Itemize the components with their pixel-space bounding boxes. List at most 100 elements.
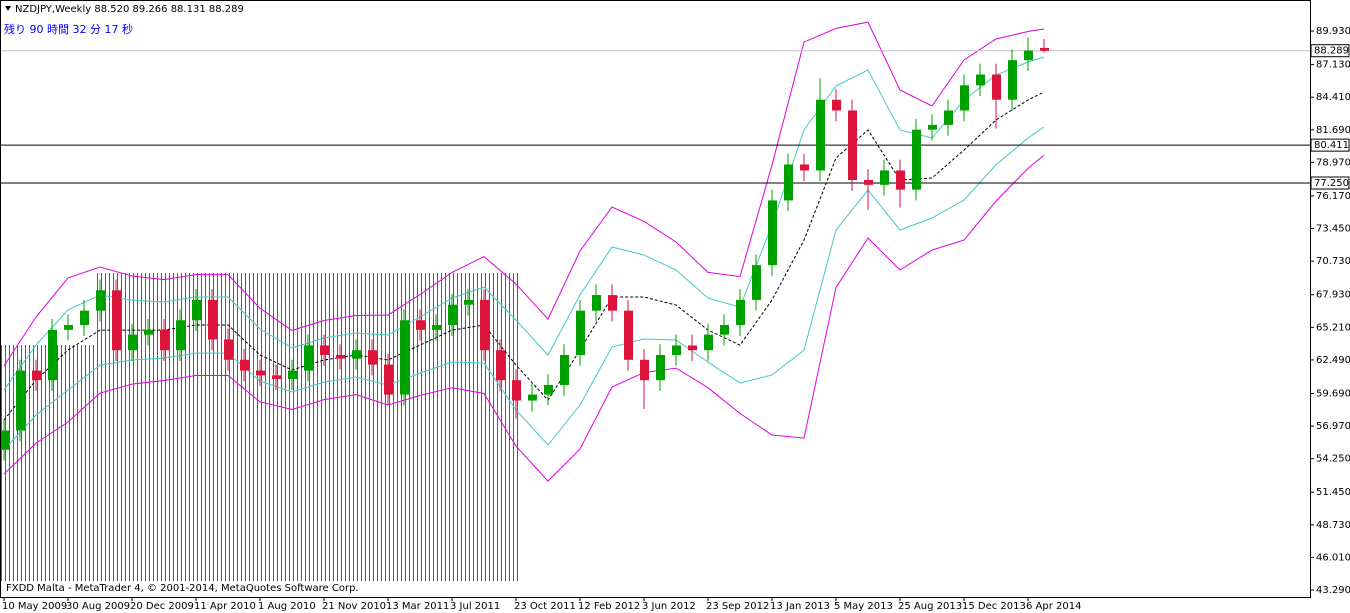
- candle-body: [32, 370, 41, 381]
- candle-body: [768, 200, 777, 266]
- candle-body: [368, 350, 377, 365]
- x-tick-label: 23 Oct 2011: [514, 601, 576, 612]
- candle-body: [400, 320, 409, 395]
- price-label: 88.289: [1314, 46, 1349, 57]
- candle-body: [128, 334, 137, 351]
- x-tick-label: 15 Dec 2013: [962, 601, 1026, 612]
- candle-body: [448, 304, 457, 326]
- candle-body: [0, 430, 9, 450]
- candle-body: [880, 170, 889, 185]
- price-label: 77.250: [1314, 178, 1349, 189]
- candle-body: [640, 359, 649, 381]
- candle-body: [720, 325, 729, 335]
- candle-body: [752, 265, 761, 300]
- y-tick-label: 81.690: [1316, 125, 1350, 136]
- band-line: [3, 21, 1045, 367]
- x-tick-label: 21 Nov 2010: [322, 601, 386, 612]
- candle-body: [928, 124, 937, 130]
- x-tick-label: 25 Aug 2013: [898, 601, 962, 612]
- candle-body: [416, 320, 425, 330]
- candle-body: [624, 310, 633, 360]
- candle-body: [240, 359, 249, 371]
- candle-body: [112, 290, 121, 351]
- candle-body: [976, 74, 985, 86]
- x-tick-label: 10 May 2009: [2, 601, 67, 612]
- band-line: [3, 154, 1045, 482]
- candle-body: [224, 339, 233, 360]
- candle-body: [176, 320, 185, 351]
- candle-body: [336, 355, 345, 359]
- candle-body: [160, 329, 169, 351]
- y-tick-label: 89.930: [1316, 26, 1350, 37]
- countdown: 残り 90 時間 32 分 17 秒: [4, 22, 133, 36]
- candle-body: [656, 355, 665, 381]
- y-tick-label: 59.690: [1316, 388, 1350, 399]
- candle-body: [16, 370, 25, 431]
- candle-body: [848, 110, 857, 181]
- candle-body: [896, 170, 905, 190]
- candle-body: [688, 345, 697, 351]
- x-tick-label: 30 Aug 2009: [66, 601, 130, 612]
- x-tick-label: 6 Apr 2014: [1026, 601, 1081, 612]
- candle-body: [272, 375, 281, 379]
- price-label-box: [1310, 44, 1350, 58]
- x-tick-label: 3 Jul 2011: [450, 601, 500, 612]
- y-tick-label: 70.730: [1316, 256, 1350, 267]
- y-tick-label: 78.970: [1316, 157, 1350, 168]
- x-tick-label: 5 May 2013: [834, 601, 893, 612]
- candle-body: [256, 370, 265, 376]
- x-tick-label: 13 Jan 2013: [770, 601, 830, 612]
- candle-body: [576, 310, 585, 356]
- y-tick-label: 67.930: [1316, 290, 1350, 301]
- candle-body: [320, 345, 329, 356]
- y-tick-label: 43.290: [1316, 585, 1350, 596]
- x-tick-label: 12 Feb 2012: [578, 601, 640, 612]
- y-tick-label: 65.210: [1316, 322, 1350, 333]
- candle-body: [960, 85, 969, 111]
- symbol-marker: [5, 6, 11, 11]
- candle-body: [480, 299, 489, 351]
- y-tick-label: 84.410: [1316, 92, 1350, 103]
- candle-body: [496, 350, 505, 381]
- candle-body: [432, 325, 441, 330]
- candle-body: [912, 129, 921, 190]
- y-tick-label: 51.450: [1316, 487, 1350, 498]
- candle-body: [816, 99, 825, 171]
- candle-body: [560, 355, 569, 385]
- candle-body: [832, 99, 841, 111]
- price-label-box: [1310, 138, 1350, 152]
- y-tick-label: 76.170: [1316, 191, 1350, 202]
- candle-body: [528, 394, 537, 401]
- candle-body: [592, 295, 601, 311]
- candle-body: [96, 290, 105, 311]
- candle-body: [944, 110, 953, 125]
- candle-body: [864, 180, 873, 185]
- x-tick-label: 11 Apr 2010: [194, 601, 256, 612]
- candle-body: [48, 329, 57, 381]
- candle-body: [144, 329, 153, 335]
- candle-body: [736, 299, 745, 326]
- candle-body: [992, 74, 1001, 100]
- chart-title: NZDJPY,Weekly 88.520 89.266 88.131 88.28…: [15, 4, 244, 15]
- y-tick-label: 54.250: [1316, 454, 1350, 465]
- candle-body: [464, 299, 473, 305]
- candle-body: [384, 364, 393, 395]
- candle-body: [192, 299, 201, 321]
- candle-body: [208, 299, 217, 340]
- x-tick-label: 1 Aug 2010: [258, 601, 316, 612]
- candle-body: [64, 325, 73, 330]
- footer: FXDD Malta - MetaTrader 4, © 2001-2014, …: [6, 583, 359, 594]
- candle-body: [352, 350, 361, 359]
- x-tick-label: 13 Mar 2011: [386, 601, 449, 612]
- y-tick-label: 73.450: [1316, 224, 1350, 235]
- candle-body: [288, 370, 297, 379]
- price-label: 80.411: [1314, 140, 1349, 151]
- candle-body: [800, 164, 809, 171]
- candle-body: [1040, 47, 1049, 51]
- candle-body: [512, 380, 521, 401]
- plot-border: [0, 0, 1311, 598]
- candle-body: [80, 310, 89, 326]
- price-label-box: [1310, 176, 1350, 190]
- candle-body: [608, 295, 617, 311]
